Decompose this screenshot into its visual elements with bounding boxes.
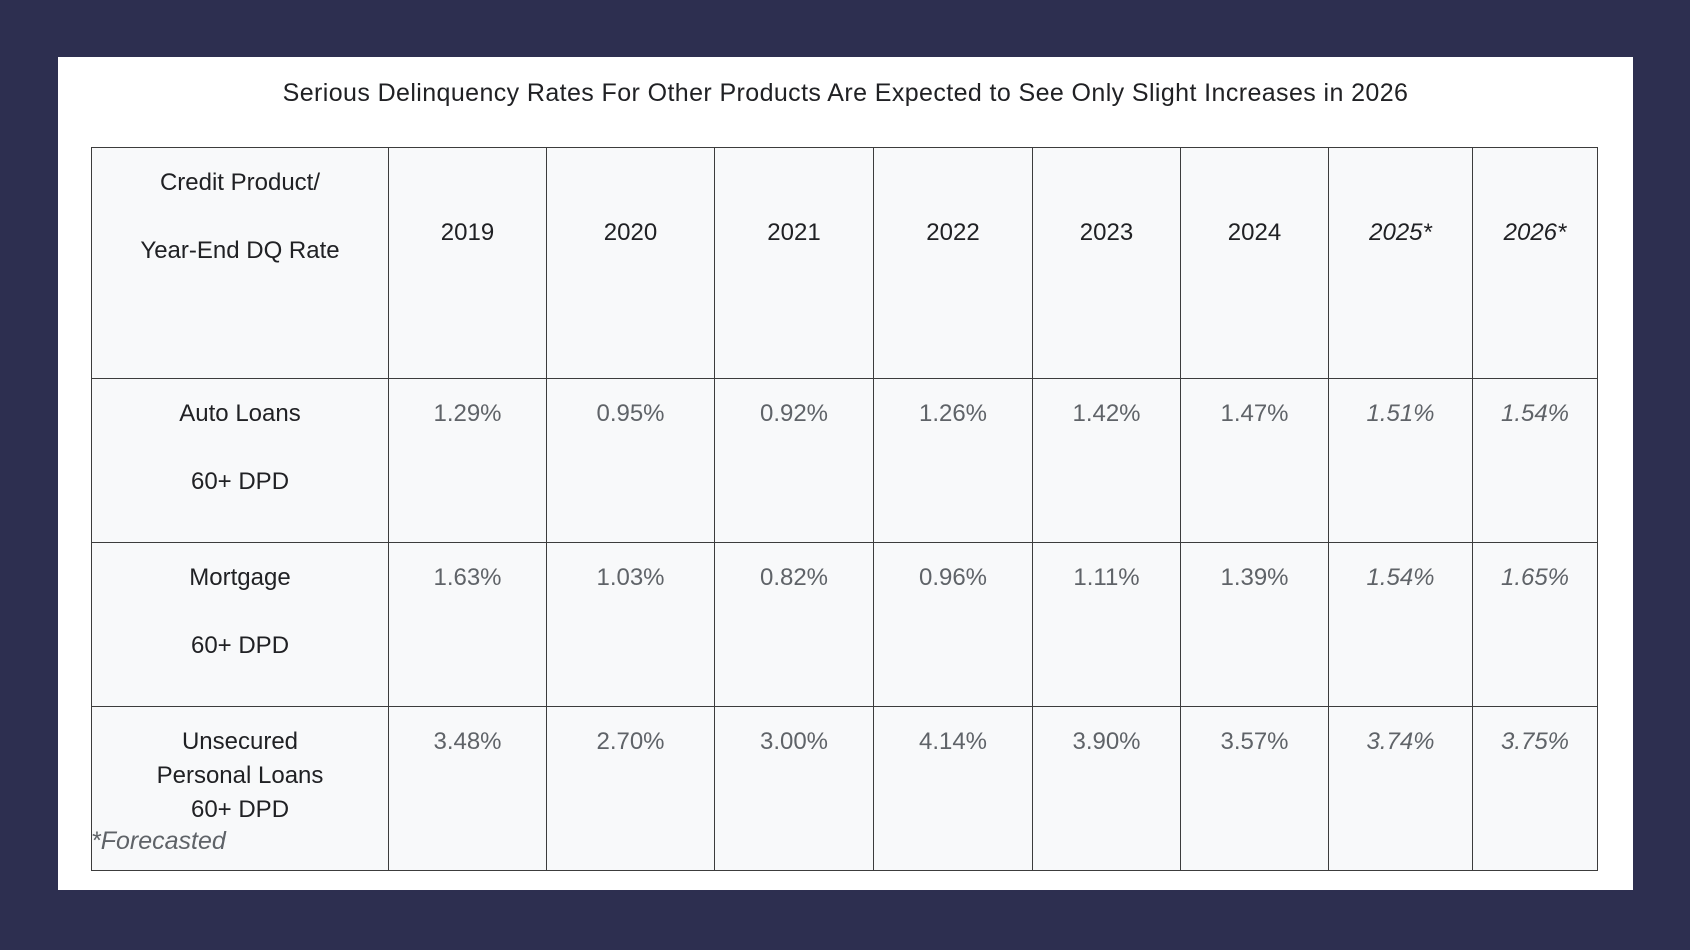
header-year: 2020	[546, 147, 715, 379]
value-cell: 1.26%	[873, 378, 1033, 543]
product-name-cont: Personal Loans	[156, 762, 324, 789]
value-cell: 1.63%	[388, 542, 547, 707]
value-cell: 2.70%	[546, 706, 715, 871]
value-cell: 3.90%	[1032, 706, 1181, 871]
forecast-value-cell: 1.51%	[1328, 378, 1473, 543]
table-row-unsecured-personal-loans: Unsecured Personal Loans 60+ DPD 3.48% 2…	[91, 706, 1598, 871]
value-cell: 3.00%	[714, 706, 874, 871]
header-year-forecast: 2025*	[1328, 147, 1473, 379]
header-year-forecast: 2026*	[1472, 147, 1598, 379]
header-row: Credit Product/ Year-End DQ Rate 2019 20…	[91, 147, 1598, 379]
header-product-line2: Year-End DQ Rate	[140, 237, 340, 264]
product-cell: Auto Loans 60+ DPD	[91, 378, 389, 543]
header-year: 2024	[1180, 147, 1329, 379]
forecast-value-cell: 3.75%	[1472, 706, 1598, 871]
value-cell: 0.95%	[546, 378, 715, 543]
value-cell: 1.39%	[1180, 542, 1329, 707]
table-row-auto-loans: Auto Loans 60+ DPD 1.29% 0.95% 0.92% 1.2…	[91, 378, 1598, 543]
product-qualifier: 60+ DPD	[190, 468, 290, 495]
header-product-line1: Credit Product/	[159, 169, 321, 196]
forecast-value-cell: 3.74%	[1328, 706, 1473, 871]
chart-title: Serious Delinquency Rates For Other Prod…	[282, 79, 1409, 107]
product-cell: Unsecured Personal Loans 60+ DPD	[91, 706, 389, 871]
table-card: Serious Delinquency Rates For Other Prod…	[58, 57, 1633, 890]
value-cell: 0.92%	[714, 378, 874, 543]
header-year: 2022	[873, 147, 1033, 379]
value-cell: 1.47%	[1180, 378, 1329, 543]
value-cell: 1.11%	[1032, 542, 1181, 707]
product-cell: Mortgage 60+ DPD	[91, 542, 389, 707]
table-row-mortgage: Mortgage 60+ DPD 1.63% 1.03% 0.82% 0.96%…	[91, 542, 1598, 707]
product-qualifier: 60+ DPD	[190, 796, 290, 823]
value-cell: 3.48%	[388, 706, 547, 871]
product-qualifier: 60+ DPD	[190, 632, 290, 659]
value-cell: 1.03%	[546, 542, 715, 707]
delinquency-table: Credit Product/ Year-End DQ Rate 2019 20…	[91, 147, 1598, 871]
header-product-cell: Credit Product/ Year-End DQ Rate	[91, 147, 389, 379]
value-cell: 1.29%	[388, 378, 547, 543]
product-name: Mortgage	[189, 564, 291, 591]
header-year: 2021	[714, 147, 874, 379]
product-name: Unsecured	[181, 728, 299, 755]
header-year: 2023	[1032, 147, 1181, 379]
value-cell: 0.82%	[714, 542, 874, 707]
header-year: 2019	[388, 147, 547, 379]
value-cell: 3.57%	[1180, 706, 1329, 871]
product-name: Auto Loans	[179, 400, 301, 427]
forecast-value-cell: 1.54%	[1328, 542, 1473, 707]
value-cell: 0.96%	[873, 542, 1033, 707]
value-cell: 1.42%	[1032, 378, 1181, 543]
value-cell: 4.14%	[873, 706, 1033, 871]
forecast-value-cell: 1.54%	[1472, 378, 1598, 543]
forecast-footnote: *Forecasted	[91, 827, 226, 855]
forecast-value-cell: 1.65%	[1472, 542, 1598, 707]
